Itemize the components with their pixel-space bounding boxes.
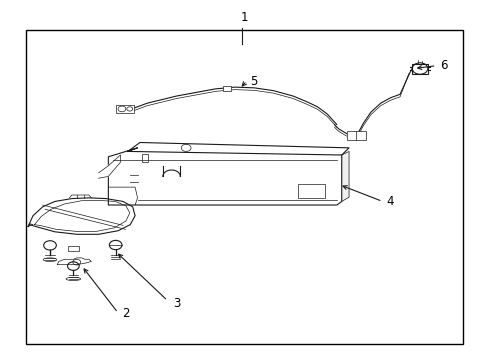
Bar — [116, 105, 134, 113]
Text: 4: 4 — [386, 195, 393, 208]
Text: 1: 1 — [240, 11, 248, 24]
Bar — [142, 154, 148, 162]
Text: 5: 5 — [250, 75, 257, 88]
Polygon shape — [28, 198, 135, 234]
Bar — [68, 246, 79, 251]
Bar — [346, 131, 366, 140]
Polygon shape — [341, 152, 348, 202]
Text: 6: 6 — [439, 59, 447, 72]
Polygon shape — [108, 148, 341, 205]
Polygon shape — [57, 258, 91, 265]
Text: 3: 3 — [172, 297, 180, 310]
Polygon shape — [99, 155, 120, 178]
Bar — [222, 86, 231, 91]
Bar — [411, 64, 427, 73]
Bar — [297, 184, 324, 198]
Text: 2: 2 — [122, 307, 129, 320]
Bar — [26, 30, 462, 344]
